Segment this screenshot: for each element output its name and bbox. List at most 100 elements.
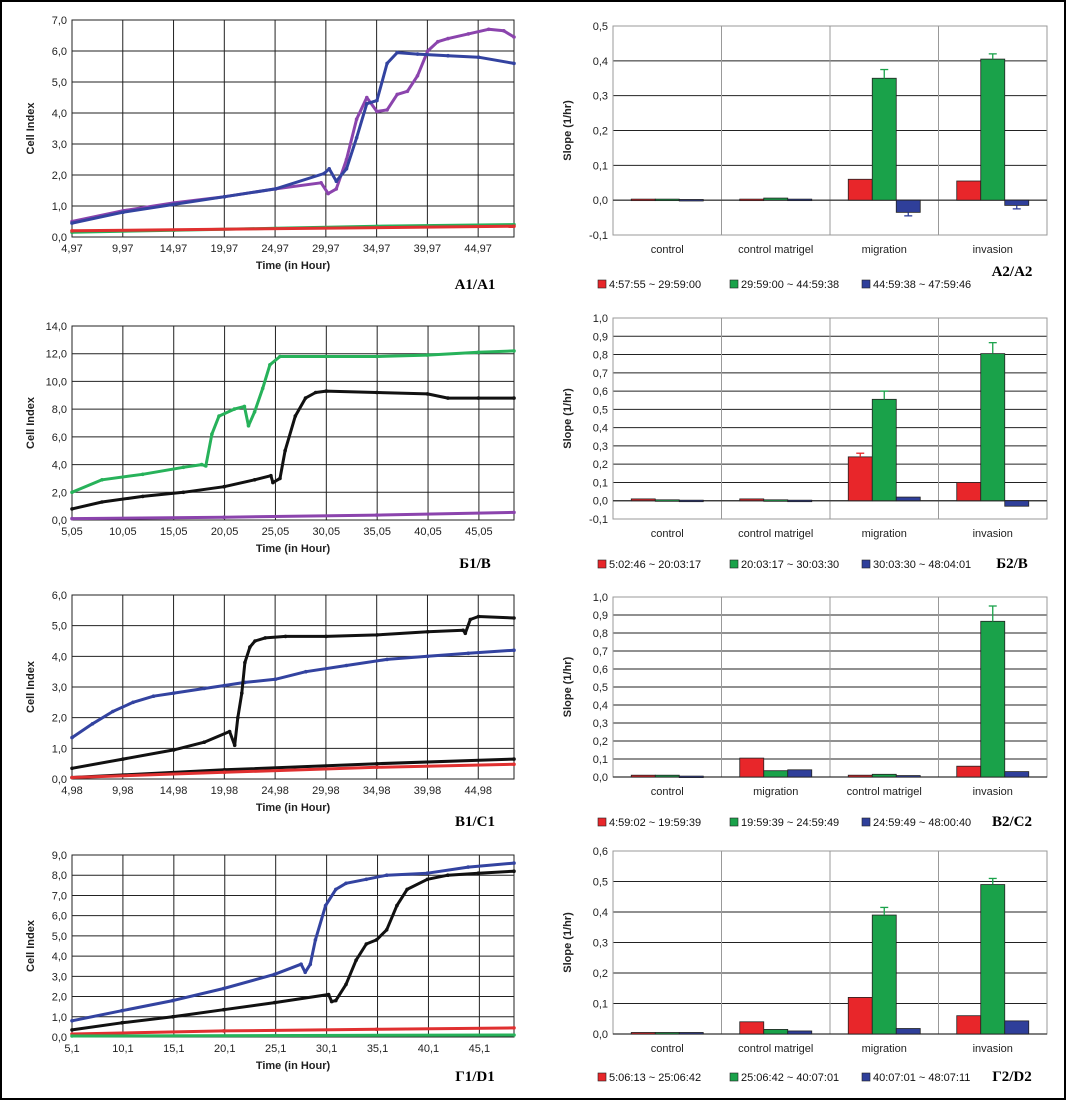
y-tick-label: 2,0: [52, 170, 67, 182]
x-tick-label: 39,97: [414, 243, 442, 255]
bar: [678, 499, 704, 503]
data-point: [260, 386, 265, 391]
data-point: [273, 677, 278, 682]
data-point: [70, 507, 74, 511]
x-tick-label: 25,05: [262, 526, 290, 538]
data-point: [70, 490, 74, 495]
bar: [763, 499, 789, 502]
data-point: [374, 513, 379, 517]
bar: [980, 58, 1006, 201]
data-point: [374, 938, 379, 942]
data-point: [384, 873, 389, 877]
data-point: [293, 414, 298, 418]
data-point: [326, 191, 331, 196]
bar: [763, 197, 789, 201]
data-point: [463, 631, 468, 636]
panel-d1: 0,0 1,0 2,0 3,0 4,0 5,0 6,0 7,0 8,0 9,0 5,1 10,1 15,…: [25, 850, 516, 1085]
x-tick-label: 15,05: [160, 526, 188, 538]
y-axis-label: Cell Index: [25, 919, 37, 972]
x-tick-label: 44,98: [464, 785, 492, 797]
data-point: [476, 871, 481, 875]
data-point: [236, 715, 240, 720]
data-point: [425, 871, 430, 875]
data-point: [210, 432, 214, 436]
bar: [871, 773, 897, 778]
panel-a2: -0,1 0,0 0,1 0,2 0,3 0,4 0,5 control control mat…: [562, 21, 1048, 291]
x-tick-label: 5,1: [64, 1043, 79, 1055]
category-label: invasion: [973, 1043, 1013, 1055]
series-line-red: [71, 1026, 515, 1036]
y-tick-label: 0,8: [593, 350, 608, 362]
x-tick-label: 24,98: [261, 785, 289, 797]
x-tick-label: 44,97: [464, 243, 492, 255]
data-point: [329, 999, 334, 1004]
y-tick-label: 0,3: [593, 718, 608, 730]
data-point: [272, 972, 277, 977]
x-tick-label: 25,1: [265, 1043, 286, 1055]
series-line-blue: [71, 861, 515, 1023]
y-tick-label: 3,0: [52, 139, 67, 151]
series-line-blue: [71, 51, 515, 225]
data-point: [425, 877, 430, 882]
data-point: [308, 962, 313, 966]
data-point: [486, 27, 491, 32]
bar: [956, 180, 982, 201]
data-point: [271, 480, 275, 485]
bar: [630, 1032, 656, 1035]
category-label: control: [651, 528, 684, 540]
bar: [654, 198, 680, 202]
x-tick-label: 35,1: [367, 1043, 388, 1055]
y-tick-label: 0,0: [52, 232, 67, 244]
y-tick-label: 0,4: [593, 56, 608, 68]
bar: [871, 77, 897, 201]
data-point: [512, 861, 516, 865]
bar: [763, 1029, 789, 1035]
data-point: [181, 490, 186, 495]
data-point: [283, 634, 288, 639]
legend-swatch: [597, 817, 607, 827]
y-tick-label: 8,0: [52, 870, 67, 882]
y-tick-label: 0,0: [593, 1029, 608, 1041]
data-point: [222, 770, 227, 775]
data-point: [385, 657, 389, 662]
data-point: [324, 354, 328, 359]
y-tick-label: 0,7: [593, 368, 608, 380]
legend-label: 40:07:01 ~ 48:07:11: [873, 1072, 970, 1084]
x-tick-label: 40,1: [418, 1043, 439, 1055]
data-point: [374, 354, 379, 359]
data-point: [415, 74, 420, 78]
bar: [678, 775, 704, 778]
y-tick-label: 0,6: [593, 386, 608, 398]
bar: [980, 353, 1006, 502]
x-axis-label: Time (in Hour): [256, 1060, 331, 1072]
bar: [739, 1021, 765, 1035]
y-tick-label: 0,1: [593, 477, 608, 489]
plot-frame: [612, 317, 1048, 520]
data-point: [222, 683, 227, 688]
data-point: [171, 998, 175, 1003]
data-point: [384, 928, 389, 932]
x-tick-label: 30,05: [313, 526, 341, 538]
data-point: [395, 92, 400, 97]
bar: [871, 398, 897, 502]
data-point: [502, 29, 506, 33]
data-point: [512, 757, 516, 761]
y-axis-label: Slope (1/hr): [562, 656, 574, 717]
data-point: [425, 392, 430, 396]
legend-label: 24:59:49 ~ 48:00:40: [873, 817, 971, 829]
data-point: [181, 465, 186, 470]
data-point: [512, 35, 516, 39]
data-point: [468, 617, 473, 622]
x-tick-label: 30,1: [316, 1043, 337, 1055]
x-tick-label: 15,1: [163, 1043, 184, 1055]
y-tick-label: 0,0: [52, 1032, 67, 1044]
legend-swatch: [729, 817, 739, 827]
y-tick-label: 4,0: [52, 460, 67, 472]
data-point: [232, 407, 237, 411]
bar: [654, 774, 680, 778]
x-tick-label: 14,97: [160, 243, 188, 255]
data-point: [140, 494, 145, 499]
series-line-red: [71, 762, 515, 779]
panel-label: B2/C2: [992, 814, 1032, 830]
bar: [763, 770, 789, 778]
